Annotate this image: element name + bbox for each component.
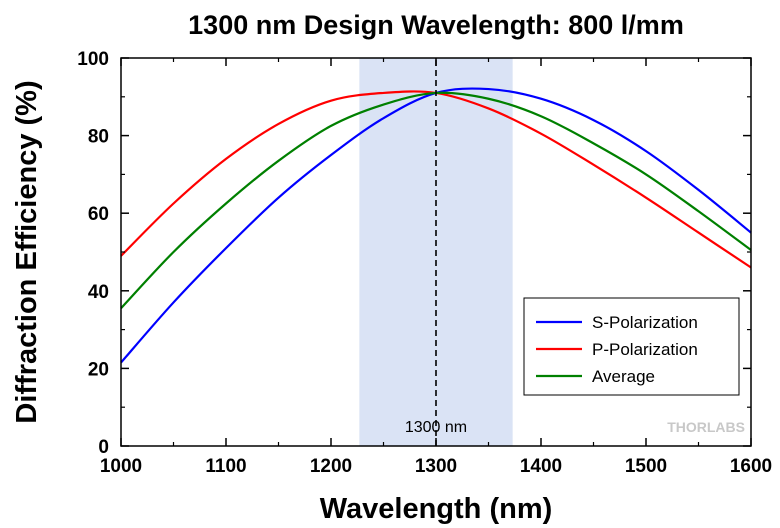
y-axis-title: Diffraction Efficiency (%) — [11, 80, 43, 423]
legend-label: P-Polarization — [592, 340, 698, 359]
x-tick-label: 1200 — [310, 456, 352, 477]
x-tick-label: 1100 — [205, 456, 246, 477]
y-tick-label: 100 — [77, 49, 109, 70]
y-tick-label: 40 — [88, 282, 109, 303]
legend-box — [523, 297, 740, 396]
y-tick-label: 20 — [88, 359, 109, 380]
y-tick-label: 0 — [98, 437, 109, 458]
x-axis: 1000 1100 1200 1300 1400 1500 1600 — [100, 58, 772, 477]
x-tick-label: 1500 — [625, 456, 667, 477]
y-axis: 0 20 40 60 80 100 — [77, 49, 751, 458]
legend-label: Average — [592, 367, 655, 386]
legend-label: S-Polarization — [592, 313, 698, 332]
x-tick-label: 1300 — [415, 456, 457, 477]
x-tick-label: 1000 — [100, 456, 142, 477]
x-tick-label: 1400 — [520, 456, 562, 477]
x-axis-title: Wavelength (nm) — [320, 493, 553, 525]
thorlabs-logo: THORLABS — [667, 419, 745, 435]
y-tick-label: 80 — [88, 127, 109, 148]
y-tick-label: 60 — [88, 204, 109, 225]
design-wavelength-label: 1300 nm — [405, 419, 467, 436]
chart-title: 1300 nm Design Wavelength: 800 l/mm — [188, 10, 684, 40]
legend: S-Polarization P-Polarization Average — [523, 297, 740, 396]
x-tick-label: 1600 — [730, 456, 772, 477]
